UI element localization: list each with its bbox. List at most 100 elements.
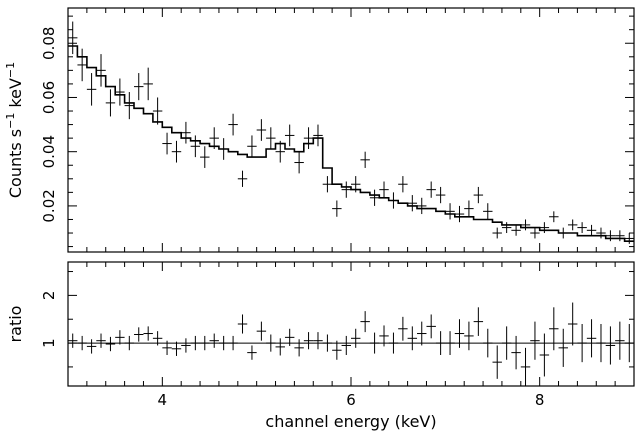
ratio-data-point bbox=[162, 340, 172, 355]
ratio-x-axis: 4 6 8 bbox=[67, 262, 635, 409]
ratio-data-point bbox=[341, 335, 351, 355]
spectrum-data-point bbox=[115, 78, 125, 106]
ratio-data-point bbox=[86, 339, 97, 354]
ratio-data-point bbox=[539, 333, 550, 377]
ratio-data-point bbox=[284, 328, 295, 346]
spectrum-panel-frame bbox=[67, 7, 635, 253]
spectrum-data-point bbox=[435, 186, 446, 204]
spectrum-data-point bbox=[96, 54, 106, 87]
spectrum-data-point bbox=[426, 181, 436, 198]
spectrum-data-point bbox=[341, 181, 351, 198]
spectrum-data-point bbox=[332, 200, 342, 217]
x-tick-label: 8 bbox=[535, 391, 545, 409]
spectrum-data-point bbox=[445, 203, 455, 220]
spectrum-data-point bbox=[624, 233, 634, 244]
spectrum-data-point bbox=[256, 119, 267, 141]
ratio-data-point bbox=[68, 333, 78, 348]
y-tick-label: 1 bbox=[40, 338, 58, 348]
spectrum-data-point bbox=[200, 146, 210, 168]
spectrum-data-point bbox=[134, 73, 144, 101]
spectrum-data-point bbox=[294, 151, 304, 174]
spectrum-data-point bbox=[162, 132, 172, 155]
ratio-data-point bbox=[96, 333, 106, 348]
spectrum-data-point bbox=[152, 97, 163, 125]
ratio-data-point bbox=[124, 335, 135, 351]
spectrum-data-point bbox=[351, 176, 361, 193]
ratio-data-point bbox=[181, 338, 191, 353]
spectrum-data-point bbox=[511, 224, 521, 236]
ratio-data-point bbox=[379, 325, 389, 347]
ratio-data-point bbox=[209, 333, 219, 348]
spectrum-data-point bbox=[558, 227, 568, 239]
y-tick-label: 2 bbox=[40, 291, 58, 301]
ratio-data-point bbox=[266, 334, 276, 352]
spectrum-y-axis: 0.02 0.04 0.06 0.08 bbox=[40, 15, 634, 248]
spectrum-data-point bbox=[407, 195, 418, 212]
model-curve bbox=[68, 45, 634, 242]
spectrum-data-point bbox=[284, 124, 295, 147]
y-tick-label: 0.08 bbox=[40, 27, 58, 60]
spectrum-data-point bbox=[454, 205, 465, 223]
spectrum-data-point bbox=[577, 222, 587, 234]
ratio-data-point bbox=[567, 302, 578, 346]
spectrum-data-point bbox=[473, 186, 484, 204]
spectrum-x-ticks bbox=[67, 8, 635, 252]
spectrum-data-point bbox=[483, 203, 493, 220]
x-tick-label: 4 bbox=[158, 391, 168, 409]
ratio-data-point bbox=[190, 335, 201, 351]
ratio-data-point bbox=[294, 339, 304, 357]
y-tick-label: 0.06 bbox=[40, 81, 58, 114]
spectrum-data-point bbox=[228, 113, 238, 136]
spectrum-data-point bbox=[68, 21, 78, 55]
spectrum-data-point bbox=[105, 89, 116, 117]
ratio-data-point bbox=[530, 321, 540, 360]
ratio-plot-area bbox=[68, 302, 634, 386]
spectrum-y-axis-label: Counts s−1 keV−1 bbox=[4, 62, 25, 198]
spectrum-data-point bbox=[501, 222, 512, 234]
spectrum-data-point bbox=[369, 189, 380, 206]
ratio-data-point bbox=[388, 332, 399, 354]
ratio-data-point bbox=[200, 335, 210, 351]
spectrum-data-point bbox=[322, 176, 333, 193]
spectrum-data-point bbox=[303, 127, 314, 149]
x-axis-label: channel energy (keV) bbox=[265, 412, 436, 431]
spectrum-data-point bbox=[417, 197, 427, 215]
ratio-data-point bbox=[558, 328, 568, 367]
ratio-data-point bbox=[596, 324, 606, 363]
ratio-data-point bbox=[152, 331, 163, 346]
x-tick-label: 6 bbox=[346, 391, 356, 409]
ratio-data-point bbox=[218, 335, 229, 351]
spectrum-data-point bbox=[124, 92, 135, 120]
ratio-data-point bbox=[237, 314, 248, 334]
ratio-data-point bbox=[483, 328, 493, 358]
spectrum-data-point bbox=[86, 73, 97, 106]
spectrum-data-point bbox=[549, 211, 559, 223]
ratio-data-point bbox=[247, 345, 257, 360]
spectrum-data-point bbox=[247, 135, 257, 158]
spectrum-data-point bbox=[209, 127, 219, 149]
ratio-data-point bbox=[492, 345, 502, 379]
spectrum-data-point bbox=[171, 140, 182, 163]
ratio-data-point bbox=[256, 321, 267, 341]
spectrum-data-point bbox=[143, 67, 153, 101]
spectrum-data-point bbox=[567, 219, 578, 231]
ratio-data-point bbox=[134, 327, 144, 342]
spectrum-data-point bbox=[605, 230, 616, 242]
ratio-data-point bbox=[407, 326, 418, 351]
ratio-data-point bbox=[464, 321, 474, 351]
spectrum-panel: 0.02 0.04 0.06 0.08 Counts s−1 keV−1 bbox=[4, 7, 635, 253]
ratio-panel-frame bbox=[67, 261, 635, 387]
ratio-y-axis: 12 bbox=[40, 271, 634, 368]
spectrum-data-point bbox=[181, 121, 191, 144]
spectrum-data-point bbox=[379, 181, 389, 198]
spectrum-data-point bbox=[77, 48, 87, 82]
spectrum-data-point bbox=[530, 227, 540, 239]
spectrum-data-point bbox=[596, 227, 606, 239]
ratio-data-point bbox=[143, 326, 153, 341]
spectrum-data-point bbox=[520, 219, 531, 231]
spectrum-data-point bbox=[539, 222, 550, 234]
ratio-y-axis-label: ratio bbox=[6, 306, 25, 343]
ratio-data-point bbox=[171, 341, 182, 356]
